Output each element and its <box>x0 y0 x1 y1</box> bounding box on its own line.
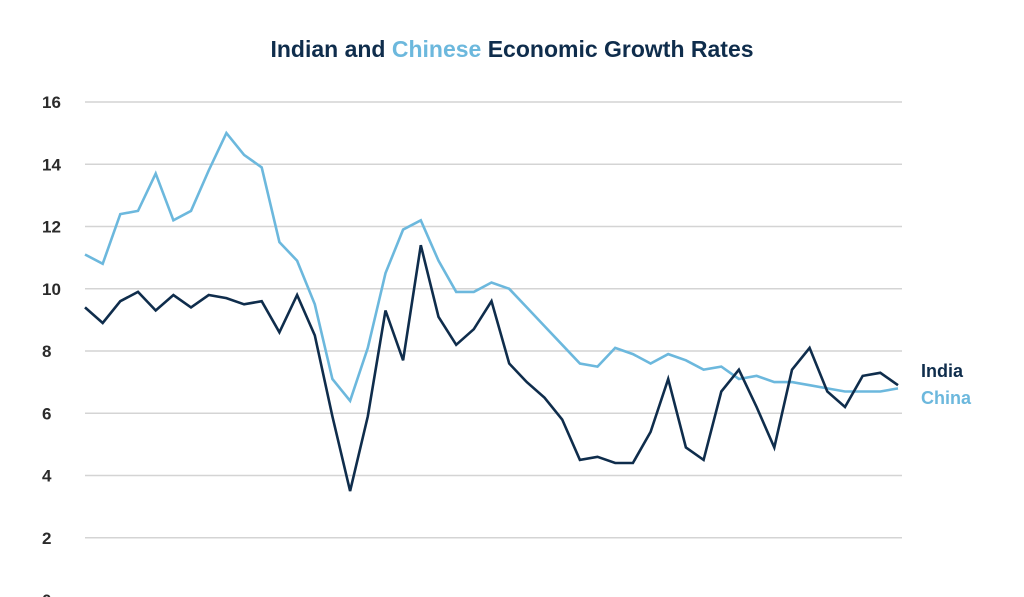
y-tick-label: 0 <box>42 591 51 597</box>
title-part-3: Economic Growth Rates <box>481 36 754 62</box>
y-tick-label: 10 <box>42 280 61 299</box>
series-line-india <box>84 244 899 492</box>
title-part-chinese: Chinese <box>391 36 482 62</box>
title-part-1: Indian and <box>270 36 392 62</box>
y-tick-label: 8 <box>42 342 51 361</box>
series-line-china <box>84 130 899 404</box>
y-tick-label: 6 <box>42 404 51 423</box>
chart-title: Indian and Chinese Economic Growth Rates <box>0 36 1024 63</box>
y-tick-label: 2 <box>42 529 51 548</box>
legend-india: India <box>921 361 964 381</box>
y-tick-label: 16 <box>42 93 61 112</box>
y-tick-label: 4 <box>42 467 52 486</box>
legend-china: China <box>921 388 972 408</box>
y-tick-label: 12 <box>42 218 61 237</box>
y-tick-label: 14 <box>42 155 61 174</box>
